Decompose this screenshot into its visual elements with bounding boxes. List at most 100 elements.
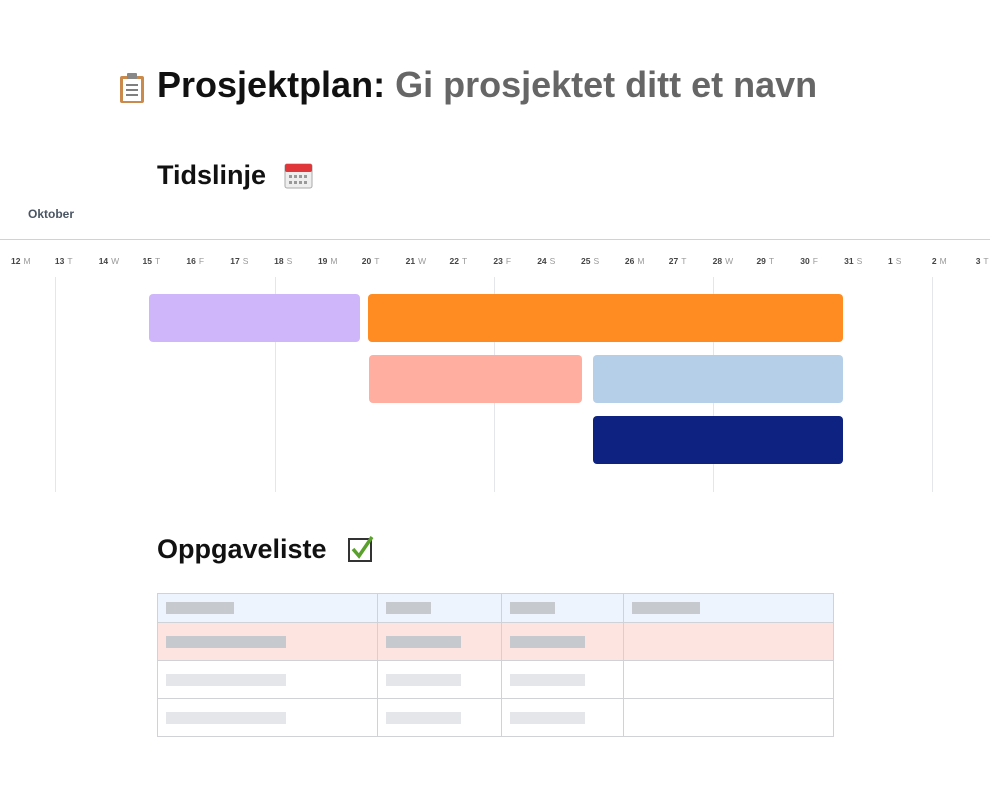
weekday: F (505, 256, 512, 266)
timeline-bar[interactable] (593, 416, 843, 464)
placeholder (386, 635, 461, 648)
weekday: T (67, 256, 73, 266)
day-label: 21 W (406, 256, 427, 266)
weekday: W (111, 256, 120, 266)
placeholder (386, 673, 461, 686)
page-title: Prosjektplan: Gi prosjektet ditt et navn (157, 64, 817, 106)
placeholder (166, 635, 286, 648)
day-number: 31 (844, 256, 854, 266)
day-number: 18 (274, 256, 284, 266)
day-label: 17 S (230, 256, 248, 266)
day-label: 18 S (274, 256, 292, 266)
day-number: 26 (624, 256, 635, 266)
day-number: 3 (975, 256, 981, 266)
placeholder (510, 711, 585, 724)
placeholder (510, 635, 585, 648)
weekday: W (418, 256, 427, 266)
title: Prosjektplan: (157, 64, 386, 105)
day-label: 14 W (99, 256, 120, 266)
day-number: 27 (668, 256, 679, 266)
grid-line (55, 277, 56, 492)
day-number: 29 (756, 256, 766, 266)
timeline-bar[interactable] (368, 294, 843, 342)
checkbox-icon (348, 536, 374, 562)
weekday: F (198, 256, 205, 266)
timeline-bar[interactable] (369, 355, 582, 403)
day-number: 24 (537, 256, 547, 266)
weekday: S (593, 256, 600, 266)
timeline-axis (0, 239, 990, 240)
day-number: 21 (405, 256, 416, 266)
placeholder (386, 711, 461, 724)
day-number: 22 (449, 256, 459, 266)
placeholder (632, 602, 700, 614)
section-heading: Oppgaveliste (157, 534, 327, 564)
weekday: T (374, 256, 380, 266)
weekday: S (242, 256, 249, 266)
day-label: 16 F (186, 256, 204, 266)
placeholder (166, 711, 286, 724)
calendar-icon (284, 163, 313, 189)
day-label: 31 S (844, 256, 862, 266)
placeholder (166, 673, 286, 686)
weekday: M (637, 256, 645, 266)
day-label: 23 F (493, 256, 511, 266)
placeholder (510, 673, 585, 686)
weekday: T (681, 256, 687, 266)
weekday: T (155, 256, 161, 266)
day-label: 24 S (537, 256, 555, 266)
day-number: 12 (11, 256, 21, 266)
weekday: T (768, 256, 775, 266)
weekday: S (895, 256, 902, 266)
day-number: 23 (493, 256, 503, 266)
table-row[interactable] (157, 660, 834, 699)
weekday: T (461, 256, 468, 266)
day-label: 25 S (581, 256, 599, 266)
day-label: 28 W (713, 256, 734, 266)
day-label: 12 M (11, 256, 31, 266)
day-number: 25 (581, 256, 591, 266)
grid-line (275, 277, 276, 492)
weekday: M (939, 256, 947, 266)
weekday: M (23, 256, 31, 266)
day-label: 19 M (318, 256, 338, 266)
weekday: F (812, 256, 818, 266)
day-label: 26 M (625, 256, 645, 266)
clipboard-icon (120, 73, 144, 103)
subtitle[interactable]: Gi prosjektet ditt et navn (395, 64, 818, 105)
timeline-bar[interactable] (593, 355, 843, 403)
day-label: 13 T (55, 256, 73, 266)
day-number: 17 (230, 256, 240, 266)
day-number: 2 (931, 256, 937, 266)
day-label: 22 T (450, 256, 468, 266)
day-label: 15 T (143, 256, 161, 266)
table-header (157, 593, 834, 623)
day-number: 19 (317, 256, 328, 266)
section-heading: Tidslinje (157, 160, 267, 190)
table-row[interactable] (157, 698, 834, 737)
day-number: 1 (888, 256, 893, 266)
placeholder (510, 602, 555, 614)
timeline-bar[interactable] (149, 294, 360, 342)
day-label: 29 T (756, 256, 774, 266)
day-label: 27 T (669, 256, 687, 266)
grid-line (932, 277, 933, 492)
weekday: S (286, 256, 293, 266)
weekday: T (983, 256, 989, 266)
day-number: 16 (186, 256, 196, 266)
placeholder (166, 602, 234, 614)
day-label: 30 F (800, 256, 818, 266)
placeholder (386, 602, 431, 614)
day-label: 20 T (362, 256, 380, 266)
weekday: S (549, 256, 556, 266)
day-number: 30 (800, 256, 810, 266)
weekday: M (330, 256, 338, 266)
table-row[interactable] (157, 622, 834, 661)
day-number: 15 (142, 256, 153, 266)
day-number: 14 (98, 256, 109, 266)
weekday: W (725, 256, 734, 266)
